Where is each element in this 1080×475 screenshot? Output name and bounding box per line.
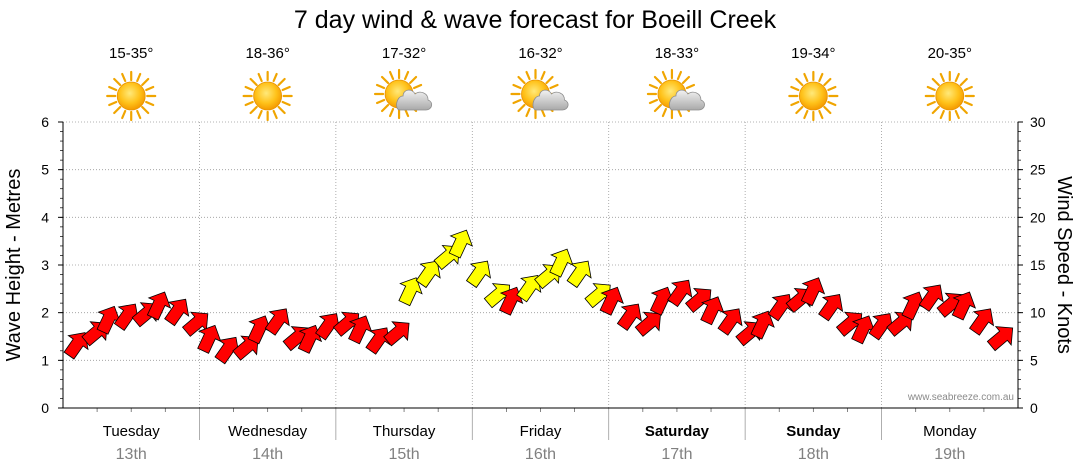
left-tick-labels: 0 1 2 3 4 5 6 xyxy=(41,114,63,416)
wind-arrow xyxy=(113,303,139,331)
wind-arrow xyxy=(918,284,944,312)
gridlines xyxy=(63,121,1018,440)
wind-arrow xyxy=(415,260,441,289)
right-tick-label: 25 xyxy=(1030,162,1046,178)
wind-arrow xyxy=(684,287,712,314)
wind-arrow xyxy=(951,291,977,321)
wind-arrow xyxy=(383,321,410,347)
wind-arrow xyxy=(717,308,743,336)
y-right-axis-title: Wind Speed - Knots xyxy=(1053,176,1075,354)
right-tick-label: 10 xyxy=(1030,305,1046,321)
wind-arrow xyxy=(667,279,693,308)
wind-arrow xyxy=(886,311,913,337)
day-temperature: 17-32° xyxy=(382,45,426,62)
wind-arrow xyxy=(986,326,1014,352)
day-date: 19th xyxy=(934,446,965,463)
day-date: 15th xyxy=(389,446,420,463)
sun-icon xyxy=(106,70,157,122)
left-tick-label: 4 xyxy=(41,209,49,225)
left-tick-label: 2 xyxy=(41,305,49,321)
left-tick-label: 5 xyxy=(41,162,49,178)
wind-arrow xyxy=(146,291,172,321)
wind-arrow xyxy=(549,248,574,278)
wind-arrow xyxy=(968,308,995,336)
right-tick-labels: 0 5 10 15 20 25 30 xyxy=(1018,114,1046,416)
day-temperature: 18-33° xyxy=(655,45,699,62)
day-date: 13th xyxy=(116,446,147,463)
wind-arrow xyxy=(818,294,844,322)
chart-title: 7 day wind & wave forecast for Boeill Cr… xyxy=(294,6,777,34)
wind-arrow xyxy=(96,305,121,335)
wind-arrow xyxy=(232,335,259,361)
day-date: 18th xyxy=(798,446,829,463)
day-name: Tuesday xyxy=(103,423,160,440)
wind-arrow xyxy=(599,286,624,316)
day-date: 16th xyxy=(525,446,556,463)
sun-cloud-icon xyxy=(510,68,569,120)
wind-arrow xyxy=(197,324,222,354)
right-tick-label: 30 xyxy=(1030,114,1046,130)
wind-arrow xyxy=(616,303,642,331)
wind-arrows xyxy=(63,229,1014,365)
day-temperature: 16-32° xyxy=(518,45,562,62)
day-name: Thursday xyxy=(373,423,436,440)
left-tick-label: 6 xyxy=(41,114,49,130)
sun-cloud-icon xyxy=(373,68,433,120)
left-tick-label: 1 xyxy=(41,352,49,368)
wind-arrow xyxy=(214,336,240,365)
sun-icon xyxy=(924,70,975,122)
watermark: www.seabreeze.com.au xyxy=(907,392,1014,403)
day-name: Saturday xyxy=(645,423,710,440)
day-labels: Tuesday 13th Wednesday 14th Thursday 15th Frid… xyxy=(103,423,977,463)
day-headers: 15-35° 18-36° 17-32° 16-32° 18-33° 19-34° 20-3… xyxy=(106,45,975,122)
wind-arrow xyxy=(750,310,775,340)
right-tick-label: 0 xyxy=(1030,400,1038,416)
wind-arrow xyxy=(465,260,491,289)
wind-arrow xyxy=(634,311,661,337)
day-name: Sunday xyxy=(786,423,841,440)
wind-arrow xyxy=(800,277,826,307)
day-date: 17th xyxy=(661,446,692,463)
day-temperature: 15-35° xyxy=(109,45,153,62)
right-tick-label: 20 xyxy=(1030,209,1046,225)
wind-arrow xyxy=(181,311,209,337)
wind-arrow xyxy=(164,298,190,327)
sun-icon xyxy=(242,70,293,122)
wind-arrow xyxy=(851,315,876,345)
day-temperature: 18-36° xyxy=(245,45,289,62)
sun-icon xyxy=(788,70,839,122)
day-name: Friday xyxy=(520,423,562,440)
wind-arrow xyxy=(700,296,725,326)
day-date: 14th xyxy=(252,446,283,463)
left-tick-label: 3 xyxy=(41,257,49,273)
day-name: Wednesday xyxy=(228,423,307,440)
wind-arrow xyxy=(348,315,373,345)
wind-arrow xyxy=(398,277,423,307)
y-left-axis-title: Wave Height - Metres xyxy=(3,169,25,362)
day-name: Monday xyxy=(923,423,977,440)
day-temperature: 19-34° xyxy=(791,45,835,62)
right-tick-label: 15 xyxy=(1030,257,1046,273)
wind-arrow xyxy=(315,313,341,341)
day-temperature: 20-35° xyxy=(928,45,972,62)
right-tick-label: 5 xyxy=(1030,352,1038,368)
left-tick-label: 0 xyxy=(41,400,49,416)
wind-arrow xyxy=(264,308,290,336)
wind-arrow xyxy=(448,229,474,259)
sun-cloud-icon xyxy=(646,68,705,120)
wind-arrow xyxy=(566,260,592,289)
wind-arrow xyxy=(868,313,894,341)
